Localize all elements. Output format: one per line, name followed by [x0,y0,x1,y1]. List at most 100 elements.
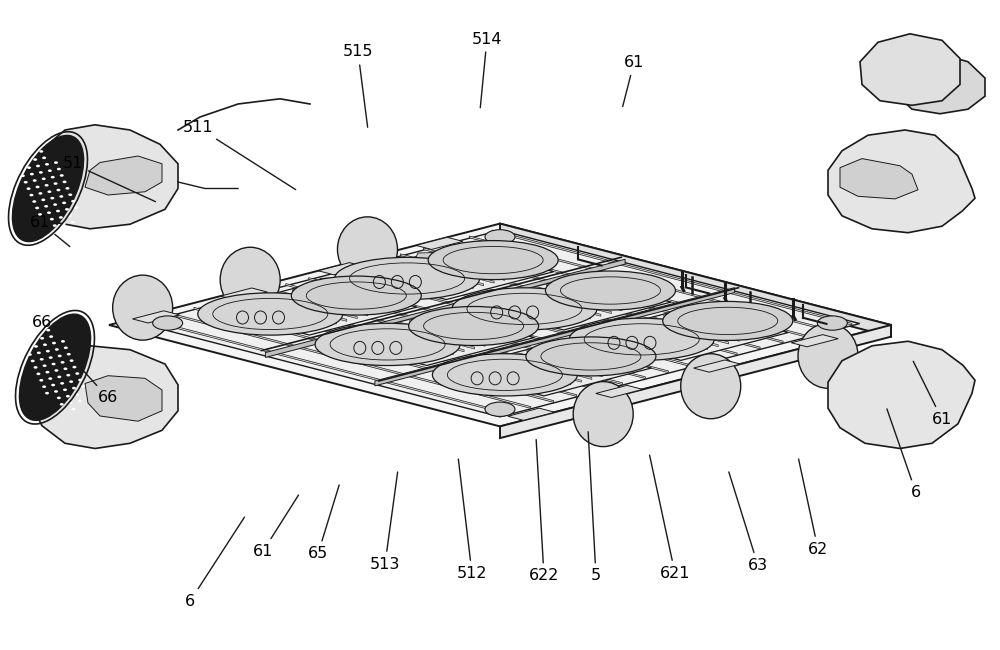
Polygon shape [398,261,484,286]
Ellipse shape [71,200,75,203]
Ellipse shape [43,365,47,367]
Polygon shape [377,260,737,355]
Ellipse shape [798,323,858,388]
Polygon shape [368,330,454,354]
Ellipse shape [54,369,58,372]
Polygon shape [466,277,671,330]
Ellipse shape [60,403,64,406]
Ellipse shape [36,186,40,188]
Polygon shape [485,361,571,385]
Polygon shape [516,352,602,377]
Ellipse shape [61,361,65,363]
Ellipse shape [59,195,63,198]
Polygon shape [567,278,653,303]
Polygon shape [546,284,632,308]
Text: 514: 514 [472,31,502,108]
Ellipse shape [48,170,52,172]
Polygon shape [611,328,697,352]
Ellipse shape [663,302,793,341]
Polygon shape [450,248,536,272]
Ellipse shape [70,359,74,362]
Ellipse shape [33,179,37,182]
Polygon shape [898,55,985,114]
Ellipse shape [78,379,82,382]
Ellipse shape [28,332,32,335]
Ellipse shape [220,247,280,312]
Ellipse shape [53,224,57,227]
Text: 6: 6 [185,517,244,609]
Ellipse shape [65,208,69,211]
Ellipse shape [42,157,46,159]
Polygon shape [860,34,960,105]
Polygon shape [240,302,326,327]
Text: 66: 66 [32,315,75,338]
Ellipse shape [56,210,60,213]
Ellipse shape [40,358,44,361]
Ellipse shape [54,390,58,393]
Polygon shape [495,358,581,382]
Ellipse shape [29,194,33,196]
Polygon shape [400,254,760,349]
Ellipse shape [31,359,35,362]
Polygon shape [309,278,668,372]
Ellipse shape [55,348,59,351]
Ellipse shape [198,293,343,335]
Polygon shape [389,325,475,349]
Text: 51: 51 [63,156,155,202]
Text: 621: 621 [650,455,690,581]
Ellipse shape [39,171,43,174]
Polygon shape [399,322,485,346]
Ellipse shape [57,168,61,170]
Polygon shape [557,281,643,306]
Ellipse shape [20,315,90,420]
Polygon shape [217,302,577,396]
Polygon shape [515,292,601,317]
Ellipse shape [48,377,52,380]
Polygon shape [548,344,634,369]
Ellipse shape [74,206,78,209]
Text: 5: 5 [588,432,601,584]
Polygon shape [601,331,687,355]
Ellipse shape [34,324,38,327]
Text: 6: 6 [887,409,921,500]
Ellipse shape [33,158,37,161]
Ellipse shape [63,389,67,391]
Polygon shape [282,292,368,316]
Polygon shape [431,314,517,338]
Polygon shape [357,333,443,358]
Polygon shape [440,251,526,275]
Polygon shape [25,346,178,448]
Polygon shape [240,296,600,391]
Ellipse shape [75,372,79,375]
Ellipse shape [39,379,43,382]
Ellipse shape [52,342,56,345]
Ellipse shape [27,166,31,169]
Ellipse shape [36,372,40,375]
Text: 63: 63 [729,472,768,573]
Ellipse shape [45,371,49,374]
Polygon shape [483,300,569,324]
Polygon shape [194,307,554,402]
Ellipse shape [28,353,32,356]
Polygon shape [366,270,452,294]
Ellipse shape [45,184,49,187]
Ellipse shape [47,211,51,214]
Polygon shape [494,298,580,322]
Polygon shape [828,130,975,233]
Ellipse shape [452,288,597,330]
Ellipse shape [62,202,66,204]
Polygon shape [536,287,622,311]
Polygon shape [377,267,463,291]
Ellipse shape [59,216,63,219]
Ellipse shape [50,197,54,200]
Ellipse shape [72,408,76,410]
Ellipse shape [526,337,656,376]
Ellipse shape [71,221,75,224]
Polygon shape [271,294,357,318]
Ellipse shape [60,382,64,385]
Text: 61: 61 [913,361,952,427]
Polygon shape [408,259,494,283]
Ellipse shape [485,229,515,244]
Ellipse shape [49,335,53,338]
Ellipse shape [57,396,61,399]
